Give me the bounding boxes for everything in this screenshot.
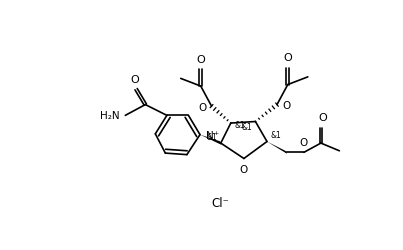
Text: H₂N: H₂N (100, 111, 119, 121)
Text: Cl⁻: Cl⁻ (212, 196, 230, 209)
Text: O: O (198, 102, 206, 113)
Text: &1: &1 (235, 120, 245, 130)
Text: O: O (283, 53, 292, 63)
Text: O: O (130, 74, 139, 85)
Text: N⁺: N⁺ (206, 131, 219, 141)
Text: O: O (300, 138, 308, 147)
Text: &1: &1 (270, 130, 281, 140)
Text: O: O (196, 54, 205, 64)
Polygon shape (267, 142, 287, 154)
Text: &1: &1 (207, 132, 218, 141)
Text: O: O (283, 101, 291, 111)
Text: O: O (240, 164, 248, 174)
Text: &1: &1 (241, 122, 252, 131)
Polygon shape (200, 135, 222, 145)
Text: O: O (319, 113, 328, 123)
